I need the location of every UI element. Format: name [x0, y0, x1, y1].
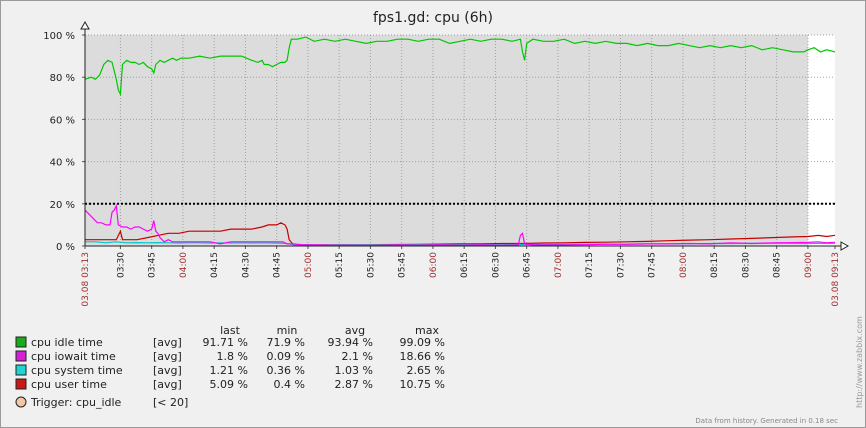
y-axis-arrow: [80, 20, 90, 30]
legend-value-last: 91.71 %: [203, 336, 248, 349]
x-tick-label: 03.08 09:13: [831, 252, 841, 307]
x-tick-label: 03.08 03:13: [81, 252, 91, 307]
legend-series-name: cpu user time: [31, 378, 107, 391]
x-tick-label: 04:45: [273, 252, 283, 278]
plot-area-future: [807, 35, 835, 246]
legend-value-min: 71.9 %: [267, 336, 305, 349]
y-tick-label: 80 %: [50, 73, 75, 84]
y-tick-label: 40 %: [50, 158, 75, 169]
x-tick-label: 08:30: [741, 252, 751, 278]
x-tick-label: 04:15: [210, 252, 220, 278]
legend-value-min: 0.4 %: [274, 378, 305, 391]
legend-func: [avg]: [153, 350, 182, 363]
legend-swatch: [15, 364, 27, 376]
legend-value-min: 0.36 %: [267, 364, 305, 377]
legend-value-last: 5.09 %: [210, 378, 248, 391]
legend-swatch: [15, 378, 27, 390]
x-tick-label: 09:00: [804, 252, 814, 278]
watermark: http://www.zabbix.com: [855, 316, 864, 408]
legend-value-max: 18.66 %: [400, 350, 445, 363]
legend-value-last: 1.8 %: [217, 350, 248, 363]
y-tick-label: 20 %: [50, 200, 75, 211]
legend-series-name: cpu system time: [31, 364, 123, 377]
legend-series-name: cpu iowait time: [31, 350, 116, 363]
chart-title: fps1.gd: cpu (6h): [373, 10, 493, 26]
legend-header-min: min: [277, 324, 298, 337]
legend-value-avg: 2.1 %: [342, 350, 373, 363]
legend-swatch: [15, 350, 27, 362]
y-tick-label: 0 %: [56, 242, 75, 253]
y-tick-label: 100 %: [43, 31, 75, 42]
plot-area-data: [85, 35, 808, 246]
x-tick-label: 03:45: [148, 252, 158, 278]
x-tick-label: 07:30: [616, 252, 626, 278]
x-tick-label: 04:00: [179, 252, 189, 278]
x-tick-label: 06:00: [429, 252, 439, 278]
legend-func: [avg]: [153, 336, 182, 349]
x-tick-label: 07:45: [648, 252, 658, 278]
x-tick-label: 06:30: [491, 252, 501, 278]
series-line: [84, 203, 836, 247]
legend-value-avg: 1.03 %: [335, 364, 373, 377]
legend-header-max: max: [415, 324, 439, 337]
x-tick-label: 07:00: [554, 252, 564, 278]
series-line: [84, 36, 836, 97]
legend-value-last: 1.21 %: [210, 364, 248, 377]
trigger-legend-name: Trigger: cpu_idle: [30, 396, 122, 409]
x-tick-label: 05:00: [304, 252, 314, 278]
legend-value-max: 99.09 %: [400, 336, 445, 349]
legend-series-name: cpu idle time: [31, 336, 103, 349]
legend-swatch: [15, 336, 27, 348]
x-tick-label: 07:15: [585, 252, 595, 278]
x-tick-label: 05:15: [335, 252, 345, 278]
legend-value-avg: 2.87 %: [335, 378, 373, 391]
x-tick-label: 08:45: [773, 252, 783, 278]
x-axis-arrow: [840, 241, 850, 251]
legend-header-avg: avg: [345, 324, 365, 337]
x-tick-label: 06:45: [523, 252, 533, 278]
x-tick-label: 08:00: [679, 252, 689, 278]
trigger-legend-condition: [< 20]: [153, 396, 188, 409]
footer-text: Data from history. Generated in 0.18 sec: [695, 417, 838, 425]
y-tick-label: 60 %: [50, 115, 75, 126]
x-tick-label: 05:45: [398, 252, 408, 278]
legend-func: [avg]: [153, 378, 182, 391]
trigger-legend-icon: [15, 396, 27, 408]
x-tick-label: 03:30: [116, 252, 126, 278]
legend-header-last: last: [220, 324, 241, 337]
legend-func: [avg]: [153, 364, 182, 377]
x-tick-label: 04:30: [241, 252, 251, 278]
legend-value-max: 2.65 %: [407, 364, 445, 377]
x-tick-label: 05:30: [366, 252, 376, 278]
x-tick-label: 08:15: [710, 252, 720, 278]
legend-value-min: 0.09 %: [267, 350, 305, 363]
legend-value-avg: 93.94 %: [328, 336, 373, 349]
x-tick-label: 06:15: [460, 252, 470, 278]
legend-value-max: 10.75 %: [400, 378, 445, 391]
